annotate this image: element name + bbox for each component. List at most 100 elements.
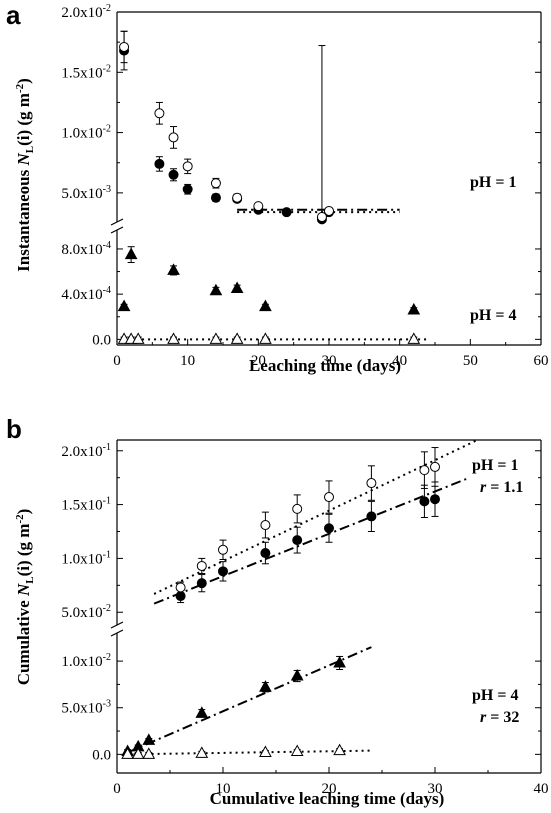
panel-a-x-axis-label: Leaching time (days)	[249, 356, 401, 375]
pa-y-tick-label: 1.5x10-2	[61, 63, 111, 81]
pb-y-tick-label: 1.0x10-2	[61, 652, 111, 670]
pb-point-open-circle	[260, 520, 271, 531]
pa-point-filled-triangle	[230, 281, 244, 293]
pa-y-tick-label: 4.0x10-4	[61, 285, 111, 303]
pa-point-open-circle	[182, 161, 193, 172]
pb-point-open-circle	[419, 465, 430, 476]
pa-point-open-triangle	[209, 332, 223, 344]
pa-point-filled-circle	[154, 158, 165, 169]
pb-fit-line	[127, 749, 372, 756]
pb-point-open-circle	[324, 492, 334, 503]
panel-a-letter: a	[6, 0, 21, 30]
pb-point-filled-triangle	[259, 680, 272, 692]
panel-b-annotation-ph1: pH = 1	[472, 457, 518, 474]
pa-x-tick-label: 40	[392, 353, 407, 369]
pb-point-open-circle	[175, 582, 186, 593]
pa-x-tick-label: 0	[113, 353, 121, 369]
pa-axis-break-mark	[110, 218, 124, 226]
pa-axis-break-mark	[110, 226, 124, 234]
panel-b-annotation-ph4: pH = 4	[472, 687, 518, 704]
pb-point-filled-circle	[366, 511, 377, 522]
pb-axis-break-mark	[110, 621, 124, 629]
panel-b-x-axis-label: Cumulative leaching time (days)	[210, 789, 445, 808]
pa-y-tick-label: 2.0x10-2	[61, 3, 111, 21]
pa-point-open-triangle	[167, 332, 180, 344]
pb-point-filled-circle	[292, 535, 303, 546]
pa-y-tick-label: 1.0x10-2	[61, 124, 111, 142]
panel-b: b Cumulative leaching time (days) Cumula…	[6, 414, 549, 808]
pb-y-tick-label: 2.0x10-1	[61, 442, 111, 460]
pb-point-filled-circle	[419, 496, 430, 507]
pa-x-tick-label: 10	[180, 353, 195, 369]
pa-point-open-circle	[168, 132, 179, 143]
panel-b-annotation-r1: r = 1.1	[480, 479, 523, 496]
pb-x-tick-label: 20	[322, 781, 337, 797]
panel-a: a Leaching time (days) Instantaneous NL(…	[6, 0, 549, 375]
pb-point-open-circle	[292, 503, 303, 514]
pa-point-open-circle	[154, 108, 165, 119]
pb-point-open-triangle	[195, 746, 209, 758]
pb-point-open-triangle	[121, 747, 134, 759]
pa-point-filled-circle	[182, 184, 193, 195]
pa-x-tick-label: 60	[534, 353, 549, 369]
pb-point-filled-triangle	[290, 668, 304, 681]
pb-y-tick-label: 5.0x10-3	[61, 699, 111, 717]
pb-point-filled-triangle	[195, 706, 209, 718]
pb-point-open-triangle	[259, 745, 272, 757]
pa-point-open-circle	[210, 178, 221, 189]
pb-x-tick-label: 30	[428, 781, 443, 797]
pa-x-tick-label: 50	[463, 353, 478, 369]
pb-point-open-triangle	[131, 747, 145, 759]
pb-point-open-triangle	[142, 747, 156, 759]
pb-point-open-triangle	[333, 743, 346, 756]
panel-a-annotation-ph4: pH = 4	[470, 307, 516, 324]
pb-x-tick-label: 10	[216, 781, 231, 797]
pa-point-filled-circle	[281, 207, 292, 218]
pb-point-open-circle	[218, 544, 228, 555]
pb-point-filled-triangle	[333, 655, 346, 668]
pa-point-filled-triangle	[209, 283, 223, 296]
pb-point-filled-circle	[218, 566, 228, 577]
pb-point-filled-circle	[260, 548, 271, 559]
pb-fit-line	[127, 646, 372, 754]
pb-point-filled-circle	[196, 578, 207, 589]
pa-point-open-circle	[232, 192, 243, 203]
pb-y-tick-label: 5.0x10-2	[61, 603, 111, 621]
pa-y-tick-label: 5.0x10-3	[61, 184, 111, 202]
pb-fit-line	[153, 477, 468, 605]
pa-point-filled-triangle	[167, 263, 180, 275]
pa-point-open-triangle	[259, 332, 272, 344]
pb-y-tick-label: 0.0	[92, 747, 111, 763]
pa-point-open-triangle	[230, 332, 244, 344]
panel-b-letter: b	[6, 414, 22, 444]
pb-point-open-triangle	[290, 744, 304, 757]
pb-y-tick-label: 1.0x10-1	[61, 549, 111, 567]
pa-point-open-circle	[119, 41, 130, 52]
pa-x-tick-label: 20	[251, 353, 266, 369]
pa-x-tick-label: 30	[322, 353, 337, 369]
pb-point-filled-circle	[324, 523, 334, 534]
pb-x-tick-label: 40	[534, 781, 549, 797]
pa-point-filled-circle	[168, 169, 179, 180]
pa-y-tick-label: 0.0	[92, 332, 111, 348]
pa-point-filled-triangle	[124, 247, 138, 260]
pa-point-open-triangle	[407, 332, 421, 344]
pb-x-tick-label: 0	[113, 781, 121, 797]
pa-point-open-triangle	[131, 332, 145, 344]
pb-point-filled-triangle	[142, 733, 156, 745]
panel-a-y-axis-label: Instantaneous NL(i) (g m-2)	[14, 78, 36, 272]
pb-point-filled-circle	[430, 494, 440, 505]
pa-point-open-circle	[324, 205, 334, 216]
panel-b-y-axis-label: Cumulative NL(i) (g m-2)	[14, 509, 36, 686]
pb-axis-break-mark	[110, 629, 124, 637]
pa-point-open-circle	[253, 201, 264, 212]
pb-point-open-circle	[196, 560, 207, 571]
pb-point-open-circle	[366, 478, 377, 489]
pb-y-tick-label: 1.5x10-1	[61, 496, 111, 514]
pa-point-filled-triangle	[407, 302, 421, 315]
pa-point-filled-triangle	[259, 299, 272, 312]
pa-point-open-circle	[316, 211, 327, 222]
pb-point-open-circle	[430, 461, 440, 472]
pa-y-tick-label: 8.0x10-4	[61, 240, 111, 258]
